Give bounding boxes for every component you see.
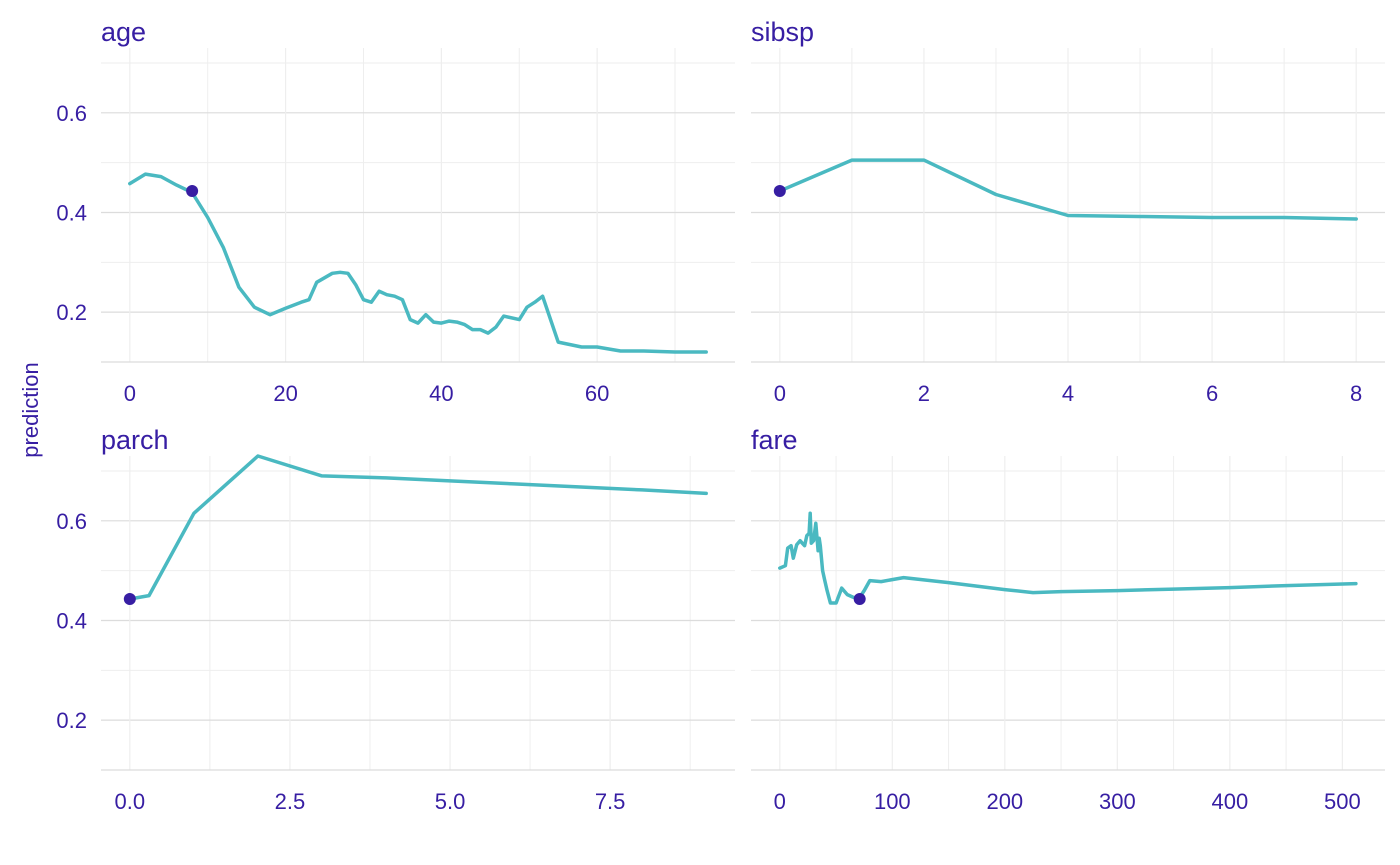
- x-tick-label: 4: [1062, 381, 1074, 406]
- x-tick-label: 0: [774, 381, 786, 406]
- x-tick-label: 400: [1211, 789, 1248, 814]
- y-tick-label: 0.6: [56, 101, 87, 126]
- x-tick-label: 5.0: [435, 789, 466, 814]
- panel-title: parch: [101, 425, 169, 455]
- panel-parch: 0.2 0.4 0.6 0.0 2.5 5.0 7.5 parch: [56, 425, 735, 814]
- y-tick-label: 0.4: [56, 608, 87, 633]
- x-tick-label: 20: [273, 381, 297, 406]
- panel-title: sibsp: [751, 17, 814, 47]
- profile-line: [128, 172, 708, 354]
- observation-point: [853, 593, 866, 606]
- x-tick-label: 60: [585, 381, 609, 406]
- observation-point: [186, 185, 199, 198]
- x-tick-label: 6: [1206, 381, 1218, 406]
- x-tick-label: 40: [429, 381, 453, 406]
- x-tick-label: 8: [1350, 381, 1362, 406]
- y-tick-label: 0.4: [56, 200, 87, 225]
- y-axis-title: prediction: [18, 362, 43, 457]
- profile-line: [778, 158, 1358, 221]
- x-tick-label: 500: [1324, 789, 1361, 814]
- observation-point: [123, 593, 136, 606]
- y-tick-label: 0.2: [56, 708, 87, 733]
- panel-title: age: [101, 17, 146, 47]
- x-tick-label: 200: [986, 789, 1023, 814]
- y-tick-label: 0.6: [56, 509, 87, 534]
- observation-point: [773, 185, 786, 198]
- x-tick-label: 300: [1099, 789, 1136, 814]
- panel-age: 0.2 0.4 0.6 0 20 40 60 age: [56, 17, 735, 406]
- profile-line: [128, 454, 708, 601]
- profile-line: [778, 511, 1358, 605]
- y-tick-label: 0.2: [56, 300, 87, 325]
- panel-sibsp: 0 2 4 6 8 sibsp: [751, 17, 1385, 406]
- x-tick-label: 2.5: [275, 789, 306, 814]
- panel-fare: 0 100 200 300 400 500 fare: [751, 425, 1385, 814]
- x-tick-label: 2: [918, 381, 930, 406]
- panel-title: fare: [751, 425, 798, 455]
- x-tick-label: 7.5: [595, 789, 626, 814]
- x-tick-label: 100: [874, 789, 911, 814]
- x-tick-label: 0.0: [115, 789, 146, 814]
- x-tick-label: 0: [774, 789, 786, 814]
- x-tick-label: 0: [124, 381, 136, 406]
